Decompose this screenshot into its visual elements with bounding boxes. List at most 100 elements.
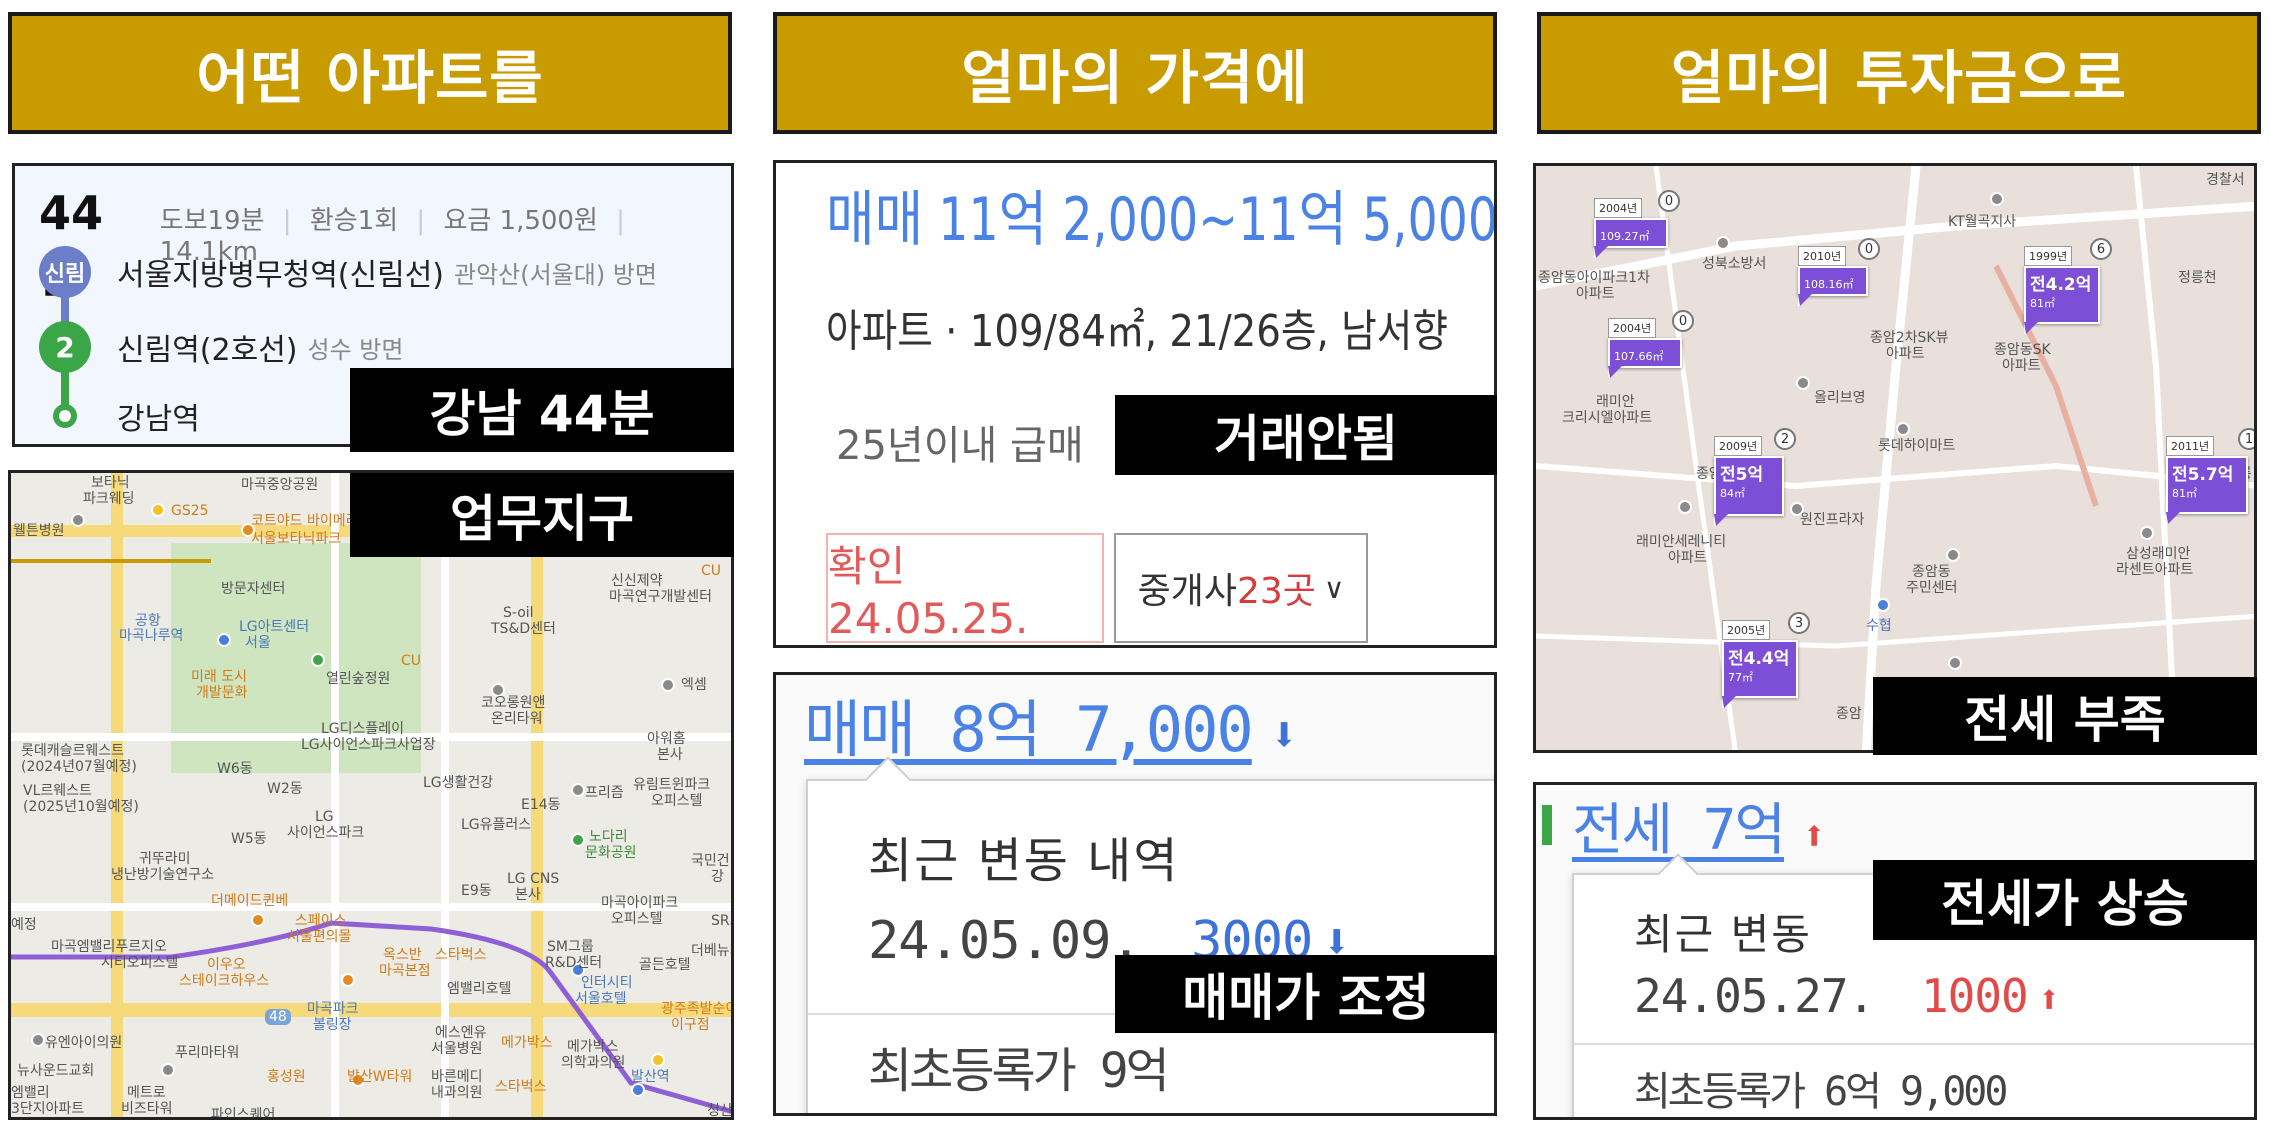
apartment-price-marker[interactable]: 2011년 전5.7억 81㎡ 1	[2166, 428, 2254, 524]
map-label: 코오롱원앤	[481, 695, 546, 711]
apartment-price-marker[interactable]: 1999년 전4.2억 81㎡ 6	[2024, 238, 2112, 334]
map-poi-icon	[1896, 422, 1910, 436]
map-label: 삼성래미안	[2126, 546, 2191, 562]
sillim-line-badge: 신림	[39, 246, 91, 298]
jeonse-map[interactable]: 경찰서 KT월곡지사 성북소방서 종암동아이파크1차 아파트 화야 정릉천 종암…	[1533, 163, 2257, 753]
map-label: SR3	[711, 913, 731, 929]
subway-line-path	[11, 559, 731, 1114]
map-label: 마곡중앙공원	[241, 477, 319, 493]
map-label: 골든호텔	[639, 957, 691, 973]
broker-count-button[interactable]: 중개사 23곳 ∨	[1114, 533, 1368, 643]
arrow-down-icon: ⬇	[1269, 707, 1299, 763]
change-row: 24.05.27. 1000 ⬆	[1634, 969, 2061, 1023]
stop-direction: 성수 방면	[307, 335, 404, 364]
marker-count: 0	[1658, 190, 1680, 212]
map-poi-icon	[151, 503, 165, 517]
map-label: 서울	[245, 635, 271, 651]
route-walk: 도보19분	[159, 206, 265, 236]
first-listed-price: 최초등록가 9억	[868, 1043, 1170, 1099]
header-what-investment: 얼마의 투자금으로	[1537, 12, 2261, 134]
map-label: 광주족발순이	[661, 1001, 734, 1017]
apartment-price-marker[interactable]: 2004년 107.66㎡ 0	[1608, 310, 1694, 378]
map-label: 엠밸리	[11, 1085, 50, 1101]
map-label: 냉난방기술연구소	[111, 867, 215, 883]
map-label: 사이언스파크	[287, 825, 365, 841]
map-label: 발산역	[631, 1069, 670, 1085]
map-label: 더베뉴지	[691, 943, 731, 959]
map-label: 이구점	[671, 1017, 710, 1033]
arrow-up-icon: ⬆	[1802, 813, 1826, 859]
map-label: 웰튼병원	[13, 523, 65, 539]
map-label: 유엔아이의원	[45, 1035, 123, 1051]
map-label: 성북소방서	[1702, 256, 1767, 272]
map-poi-icon	[311, 653, 325, 667]
map-poi-icon	[1678, 500, 1692, 514]
map-label: 귀뚜라미	[139, 851, 191, 867]
map-label: 올리브영	[1814, 390, 1866, 406]
map-poi-icon	[351, 1073, 365, 1087]
map-label: LG생활건강	[423, 775, 494, 791]
marker-count: 0	[1672, 310, 1694, 332]
header-which-apartment: 어떤 아파트를	[8, 12, 732, 134]
sale-adjust-badge: 매매가 조정	[1115, 955, 1497, 1033]
map-label: 라센트아파트	[2116, 562, 2194, 578]
map-poi-icon	[571, 783, 585, 797]
sale-change-popup: 최근 변동 내역 24.05.09. 3000 ⬇ 최초등록가 9억	[806, 756, 1494, 1113]
map-label: 본사	[657, 747, 683, 763]
listing-tags: 25년이내 급매	[836, 423, 1084, 469]
apartment-price-marker[interactable]: 2004년 109.27㎡ 0	[1594, 190, 1680, 258]
sale-change-panel: 매매 8억 7,000 ⬇ 최근 변동 내역 24.05.09. 3000 ⬇ 최초…	[773, 672, 1497, 1116]
sale-price-link[interactable]: 매매 8억 7,000 ⬇	[804, 679, 1299, 769]
map-poi-icon	[1796, 376, 1810, 390]
broker-count: 23곳	[1236, 571, 1316, 612]
map-poi-icon	[31, 1033, 45, 1047]
marker-count: 6	[2090, 238, 2112, 260]
confirm-date-box: 확인 24.05.25.	[826, 533, 1104, 643]
jeonse-price-link[interactable]: 전세 7억 ⬆	[1572, 785, 1826, 866]
map-label: 엠밸리호텔	[447, 981, 512, 997]
route-stop-2[interactable]: 2 신림역(2호선) 성수 방면	[39, 321, 403, 373]
map-label: 에스엔유	[435, 1025, 487, 1041]
map-label: 신신제약	[611, 573, 663, 589]
marker-size: 77㎡	[1728, 671, 1753, 684]
map-label: 프리즘	[585, 785, 624, 801]
map-label: 종암	[1836, 706, 1862, 722]
map-label: 시티오피스텔	[101, 955, 179, 971]
stop-name: 강남역	[117, 402, 200, 437]
commute-badge: 강남 44분	[350, 368, 734, 452]
marker-tail	[2024, 322, 2038, 334]
map-poi-icon	[251, 913, 265, 927]
map-label: 파인스퀘어	[211, 1107, 276, 1120]
map-label: 강	[711, 869, 724, 885]
apartment-price-marker[interactable]: 2010년 108.16㎡ 0	[1798, 238, 1880, 306]
marker-count: 3	[1788, 612, 1810, 634]
road-vertical	[441, 473, 449, 1117]
map-label: 엑셈	[681, 677, 707, 693]
marker-tail	[1798, 294, 1812, 306]
map-label: 스페이스	[295, 913, 347, 929]
map-label: 미래 도시	[191, 669, 247, 685]
map-label: 마곡나루역	[119, 628, 184, 644]
map-label: LG아트센터	[239, 619, 310, 635]
road-horizontal	[11, 733, 731, 741]
business-district-map[interactable]: 보타닉 파크웨딩 마곡중앙공원 GS25 코트야드 바이메리어트 서울보타닉파크…	[8, 470, 734, 1120]
map-label: 롯데하이마트	[1878, 438, 1956, 454]
marker-price: 전5억	[1720, 465, 1764, 485]
route-stop-1[interactable]: 신림 서울지방병무청역(신림선) 관악산(서울대) 방면	[39, 246, 657, 298]
apartment-price-marker[interactable]: 2009년 전5억 84㎡ 2	[1714, 428, 1796, 526]
route-meta: 도보19분 | 환승1회 | 요금 1,500원 | 14.1km	[160, 200, 731, 267]
marker-year: 2011년	[2166, 436, 2215, 456]
apartment-price-marker[interactable]: 2005년 전4.4억 77㎡ 3	[1722, 612, 1810, 708]
map-label: 정릉천	[2178, 270, 2217, 286]
map-label: 방문자센터	[221, 581, 286, 597]
map-poi-icon	[491, 683, 505, 697]
map-label: 볼링장	[313, 1017, 352, 1033]
marker-size: 84㎡	[1720, 487, 1745, 500]
sale-price: 매매 8억 7,000	[804, 693, 1254, 766]
listing-spec: 아파트 · 109/84㎡, 21/26층, 남서향	[826, 306, 1449, 357]
map-label: 48	[265, 1009, 291, 1025]
jeonse-price: 전세 7억	[1572, 798, 1786, 863]
popup-title: 최근 변동 내역	[868, 833, 1180, 889]
map-poi-icon	[71, 513, 85, 527]
route-stop-3[interactable]: 강남역	[39, 394, 200, 438]
